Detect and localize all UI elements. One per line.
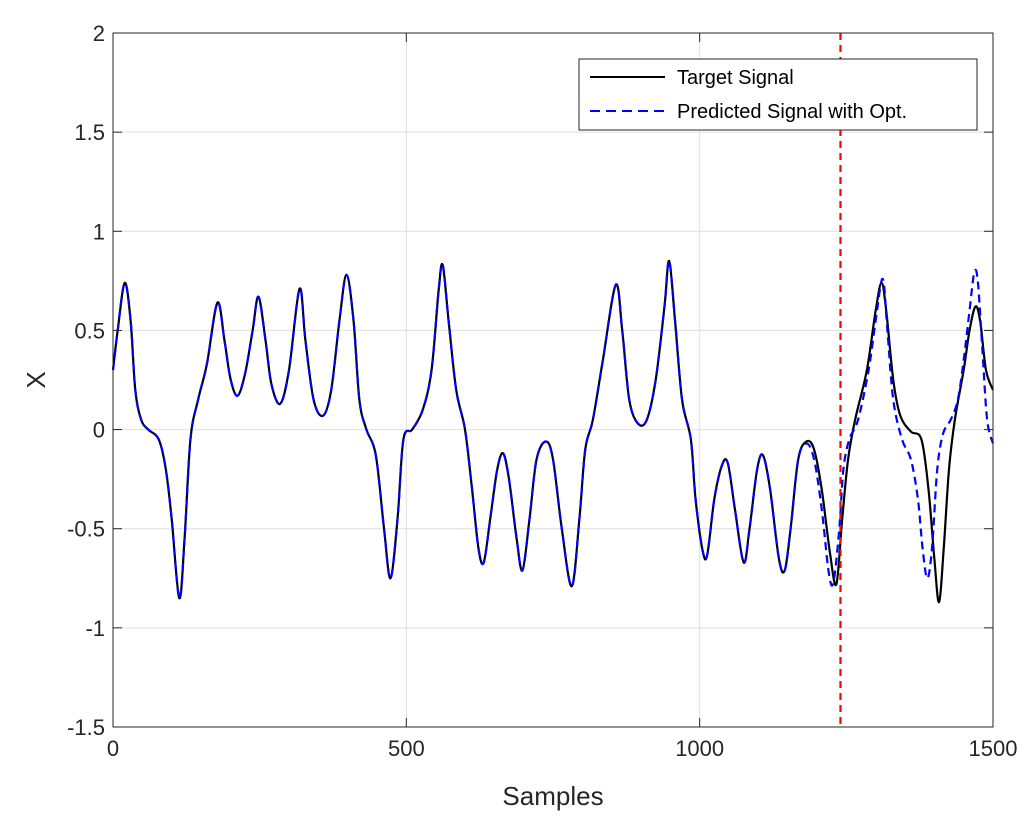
y-tick-labels: -1.5 -1 -0.5 0 0.5 1 1.5 2 <box>67 21 105 740</box>
tick-marks <box>112 32 994 728</box>
y-tick-label: -1 <box>85 616 105 641</box>
data-lines <box>111 259 995 604</box>
y-tick-label: 1.5 <box>74 120 105 145</box>
y-tick-label: -1.5 <box>67 715 105 740</box>
y-tick-label: 0 <box>93 418 105 443</box>
y-axis-label: X <box>21 371 51 388</box>
x-tick-labels: 0 500 1000 1500 <box>107 736 1018 761</box>
y-tick-label: 2 <box>93 21 105 46</box>
x-tick-label: 1500 <box>969 736 1018 761</box>
legend: Target Signal Predicted Signal with Opt. <box>578 58 978 131</box>
legend-box <box>578 58 978 131</box>
x-tick-label: 500 <box>388 736 425 761</box>
predicted-signal-line <box>111 259 995 600</box>
y-tick-label: -0.5 <box>67 517 105 542</box>
y-tick-label: 0.5 <box>74 318 105 343</box>
x-tick-label: 0 <box>107 736 119 761</box>
legend-label-target: Target Signal <box>677 67 794 89</box>
y-tick-label: 1 <box>93 219 105 244</box>
plot-area <box>113 33 993 727</box>
legend-label-predicted: Predicted Signal with Opt. <box>677 101 907 123</box>
x-tick-label: 1000 <box>675 736 724 761</box>
axes-box <box>112 32 994 728</box>
x-axis-label: Samples <box>502 781 603 811</box>
grid-lines <box>112 32 994 728</box>
